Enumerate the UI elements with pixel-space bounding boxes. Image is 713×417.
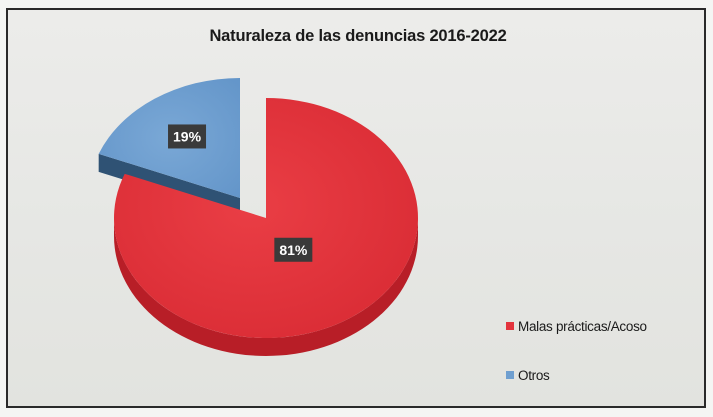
chart-title: Naturaleza de las denuncias 2016-2022 xyxy=(209,27,507,45)
data-label-0: 81% xyxy=(279,242,308,258)
legend-item-otros: Otros xyxy=(506,365,706,385)
legend-swatch-red xyxy=(506,322,514,330)
chart-legend: Malas prácticas/Acoso Otros xyxy=(506,316,706,414)
legend-swatch-blue xyxy=(506,371,514,379)
data-label-bg-0 xyxy=(274,237,313,262)
pie-slice-0 xyxy=(113,98,419,338)
legend-label-otros: Otros xyxy=(518,367,550,383)
legend-item-malas-practicas: Malas prácticas/Acoso xyxy=(506,316,706,336)
chart-area: Naturaleza de las denuncias 2016-2022 81… xyxy=(6,8,706,408)
pie-chart: 81% 19% xyxy=(98,78,419,356)
data-label-1: 19% xyxy=(173,128,202,144)
data-label-bg-1 xyxy=(168,124,207,149)
legend-label-malas-practicas: Malas prácticas/Acoso xyxy=(518,318,647,334)
